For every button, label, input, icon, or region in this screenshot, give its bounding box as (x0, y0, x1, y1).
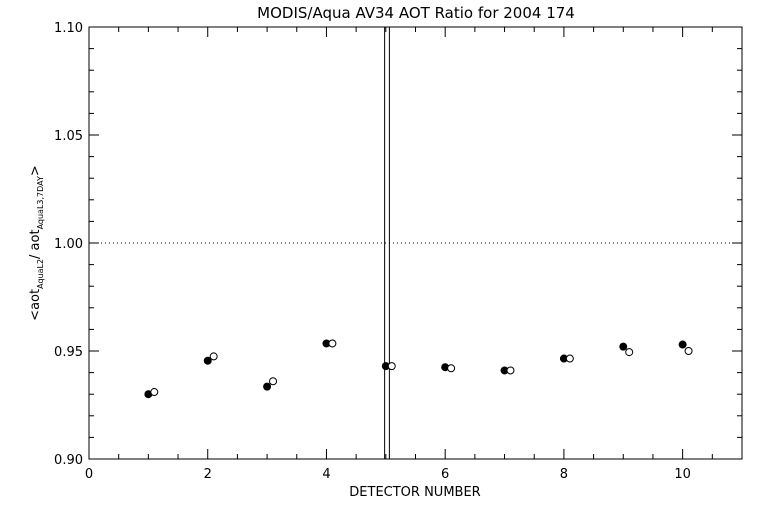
open-circle-point (269, 377, 278, 386)
open-circle-point (565, 354, 574, 363)
y-tick-label: 0.95 (54, 345, 83, 360)
y-axis-label: <aotAquaL2/ aotAquaL3,7DAY> (28, 165, 45, 321)
x-tick-label: 6 (441, 467, 449, 482)
y-tick-label: 1.00 (54, 237, 83, 252)
y-tick-label: 0.90 (54, 453, 83, 468)
open-circle-point (625, 348, 634, 357)
x-tick-label: 8 (560, 467, 568, 482)
x-tick-label: 4 (322, 467, 330, 482)
reference-lines (89, 27, 742, 459)
open-circle-point (209, 352, 218, 361)
filled-circle-point (619, 342, 628, 351)
y-axis-label-mid: / aot (28, 229, 43, 259)
x-axis-label: DETECTOR NUMBER (349, 485, 480, 500)
open-circle-point (684, 347, 693, 355)
axis-ticks (88, 26, 743, 460)
filled-circle-point (263, 382, 272, 391)
y-tick-label: 1.10 (54, 21, 83, 36)
x-tick-label: 0 (85, 467, 93, 482)
y-axis-label-suffix: > (28, 165, 43, 176)
open-circle-point (150, 388, 159, 397)
chart-title: MODIS/Aqua AV34 AOT Ratio for 2004 174 (257, 4, 575, 22)
x-tick-label: 2 (204, 467, 212, 482)
open-circle-point (447, 364, 456, 373)
open-circle-point (328, 339, 337, 348)
y-axis-label-subscript-1: AquaL2 (36, 259, 45, 289)
open-circle-point (506, 366, 515, 375)
open-circle-point (387, 362, 396, 371)
y-axis-label-prefix: <aot (28, 289, 43, 321)
x-tick-label: 10 (674, 467, 691, 482)
data-points (144, 339, 693, 399)
y-tick-label: 1.05 (54, 129, 83, 144)
plot-frame (88, 26, 743, 460)
axis-tick-labels: 0 2 4 6 8 10 0.90 0.95 1.00 1.05 1.10 (54, 21, 691, 482)
filled-circle-point (678, 340, 687, 349)
filled-circle-point (203, 356, 212, 365)
y-axis-label-subscript-2: AquaL3,7DAY (36, 176, 45, 229)
